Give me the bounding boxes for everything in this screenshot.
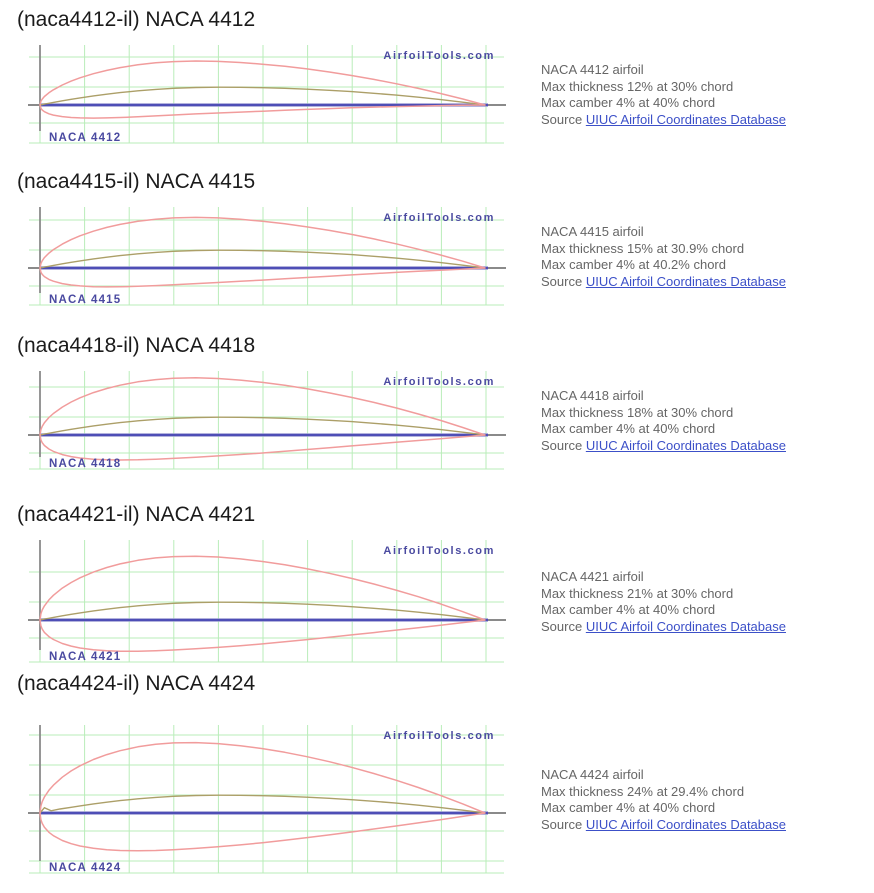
- airfoil-row: AirfoilTools.com NACA 4415 NACA 4415 airf…: [0, 207, 874, 307]
- source-line: Source UIUC Airfoil Coordinates Database: [541, 438, 786, 455]
- airfoil-entry: (naca4412-il) NACA 4412 AirfoilTools.com…: [0, 8, 874, 145]
- airfoiltools-watermark: AirfoilTools.com: [383, 212, 495, 224]
- airfoil-description: NACA 4421 airfoil Max thickness 21% at 3…: [541, 569, 786, 635]
- max-thickness-text: Max thickness 21% at 30% chord: [541, 585, 734, 601]
- source-label: Source: [541, 816, 583, 832]
- airfoil-outline: [39, 377, 486, 461]
- airfoil-entry: (naca4424-il) NACA 4424 AirfoilTools.com…: [0, 672, 874, 875]
- airfoil-description: NACA 4415 airfoil Max thickness 15% at 3…: [541, 224, 786, 290]
- camber-line: [39, 794, 486, 814]
- source-line: Source UIUC Airfoil Coordinates Database: [541, 274, 786, 291]
- source-line: Source UIUC Airfoil Coordinates Database: [541, 817, 786, 834]
- airfoil-plot-image[interactable]: AirfoilTools.com NACA 4421: [25, 540, 508, 664]
- max-thickness-text: Max thickness 18% at 30% chord: [541, 404, 734, 420]
- airfoil-heading: (naca4424-il) NACA 4424: [17, 672, 256, 695]
- max-camber-text: Max camber 4% at 40% chord: [541, 800, 716, 815]
- airfoil-title: NACA 4415 airfoil: [541, 224, 644, 239]
- airfoil-description: NACA 4412 airfoil Max thickness 12% at 3…: [541, 62, 786, 128]
- source-label: Source: [541, 437, 583, 453]
- airfoil-entry: (naca4421-il) NACA 4421 AirfoilTools.com…: [0, 503, 874, 664]
- airfoil-plot-image[interactable]: AirfoilTools.com NACA 4412: [25, 45, 508, 145]
- airfoil-title: NACA 4418 airfoil: [541, 388, 644, 403]
- airfoil-title: NACA 4424 airfoil: [541, 767, 644, 782]
- airfoiltools-watermark: AirfoilTools.com: [383, 545, 495, 557]
- max-camber-text: Max camber 4% at 40% chord: [541, 602, 716, 617]
- airfoil-plot-image[interactable]: AirfoilTools.com NACA 4424: [25, 725, 508, 875]
- uiuc-database-link[interactable]: UIUC Airfoil Coordinates Database: [585, 618, 786, 634]
- airfoil-row: AirfoilTools.com NACA 4424 NACA 4424 airf…: [0, 725, 874, 875]
- uiuc-database-link[interactable]: UIUC Airfoil Coordinates Database: [585, 273, 786, 289]
- camber-line: [39, 249, 486, 269]
- plot-airfoil-label: NACA 4418: [49, 458, 121, 470]
- source-line: Source UIUC Airfoil Coordinates Database: [541, 112, 786, 129]
- source-label: Source: [541, 111, 583, 127]
- airfoil-row: AirfoilTools.com NACA 4418 NACA 4418 airf…: [0, 371, 874, 471]
- airfoil-outline: [39, 60, 486, 119]
- airfoiltools-watermark: AirfoilTools.com: [383, 730, 495, 742]
- max-camber-text: Max camber 4% at 40% chord: [541, 421, 716, 436]
- airfoil-heading: (naca4415-il) NACA 4415: [17, 170, 256, 193]
- airfoil-heading: (naca4421-il) NACA 4421: [17, 503, 256, 526]
- airfoil-entry: (naca4418-il) NACA 4418 AirfoilTools.com…: [0, 334, 874, 471]
- plot-airfoil-label: NACA 4424: [49, 862, 121, 874]
- airfoil-outline: [39, 216, 486, 288]
- camber-line: [39, 86, 486, 106]
- max-thickness-text: Max thickness 12% at 30% chord: [541, 78, 734, 94]
- source-label: Source: [541, 618, 583, 634]
- airfoil-title: NACA 4421 airfoil: [541, 569, 644, 584]
- airfoil-description: NACA 4418 airfoil Max thickness 18% at 3…: [541, 388, 786, 454]
- max-camber-text: Max camber 4% at 40.2% chord: [541, 257, 726, 272]
- airfoil-row: AirfoilTools.com NACA 4421 NACA 4421 airf…: [0, 540, 874, 664]
- airfoiltools-watermark: AirfoilTools.com: [383, 50, 495, 62]
- source-line: Source UIUC Airfoil Coordinates Database: [541, 619, 786, 636]
- plot-airfoil-label: NACA 4421: [49, 651, 121, 663]
- plot-airfoil-label: NACA 4412: [49, 132, 121, 144]
- max-thickness-text: Max thickness 24% at 29.4% chord: [541, 783, 745, 799]
- camber-line: [39, 601, 486, 621]
- airfoil-heading: (naca4412-il) NACA 4412: [17, 8, 256, 31]
- uiuc-database-link[interactable]: UIUC Airfoil Coordinates Database: [585, 816, 786, 832]
- uiuc-database-link[interactable]: UIUC Airfoil Coordinates Database: [585, 111, 786, 127]
- max-thickness-text: Max thickness 15% at 30.9% chord: [541, 240, 745, 256]
- source-label: Source: [541, 273, 583, 289]
- max-camber-text: Max camber 4% at 40% chord: [541, 95, 716, 110]
- uiuc-database-link[interactable]: UIUC Airfoil Coordinates Database: [585, 437, 786, 453]
- airfoiltools-watermark: AirfoilTools.com: [383, 376, 495, 388]
- airfoil-outline: [39, 741, 486, 852]
- airfoil-heading: (naca4418-il) NACA 4418: [17, 334, 256, 357]
- plot-airfoil-label: NACA 4415: [49, 294, 121, 306]
- airfoil-description: NACA 4424 airfoil Max thickness 24% at 2…: [541, 767, 786, 833]
- airfoil-outline: [39, 555, 486, 653]
- airfoil-title: NACA 4412 airfoil: [541, 62, 644, 77]
- airfoil-plot-image[interactable]: AirfoilTools.com NACA 4418: [25, 371, 508, 471]
- airfoil-row: AirfoilTools.com NACA 4412 NACA 4412 airf…: [0, 45, 874, 145]
- airfoil-plot-image[interactable]: AirfoilTools.com NACA 4415: [25, 207, 508, 307]
- airfoil-entry: (naca4415-il) NACA 4415 AirfoilTools.com…: [0, 170, 874, 307]
- camber-line: [39, 416, 486, 436]
